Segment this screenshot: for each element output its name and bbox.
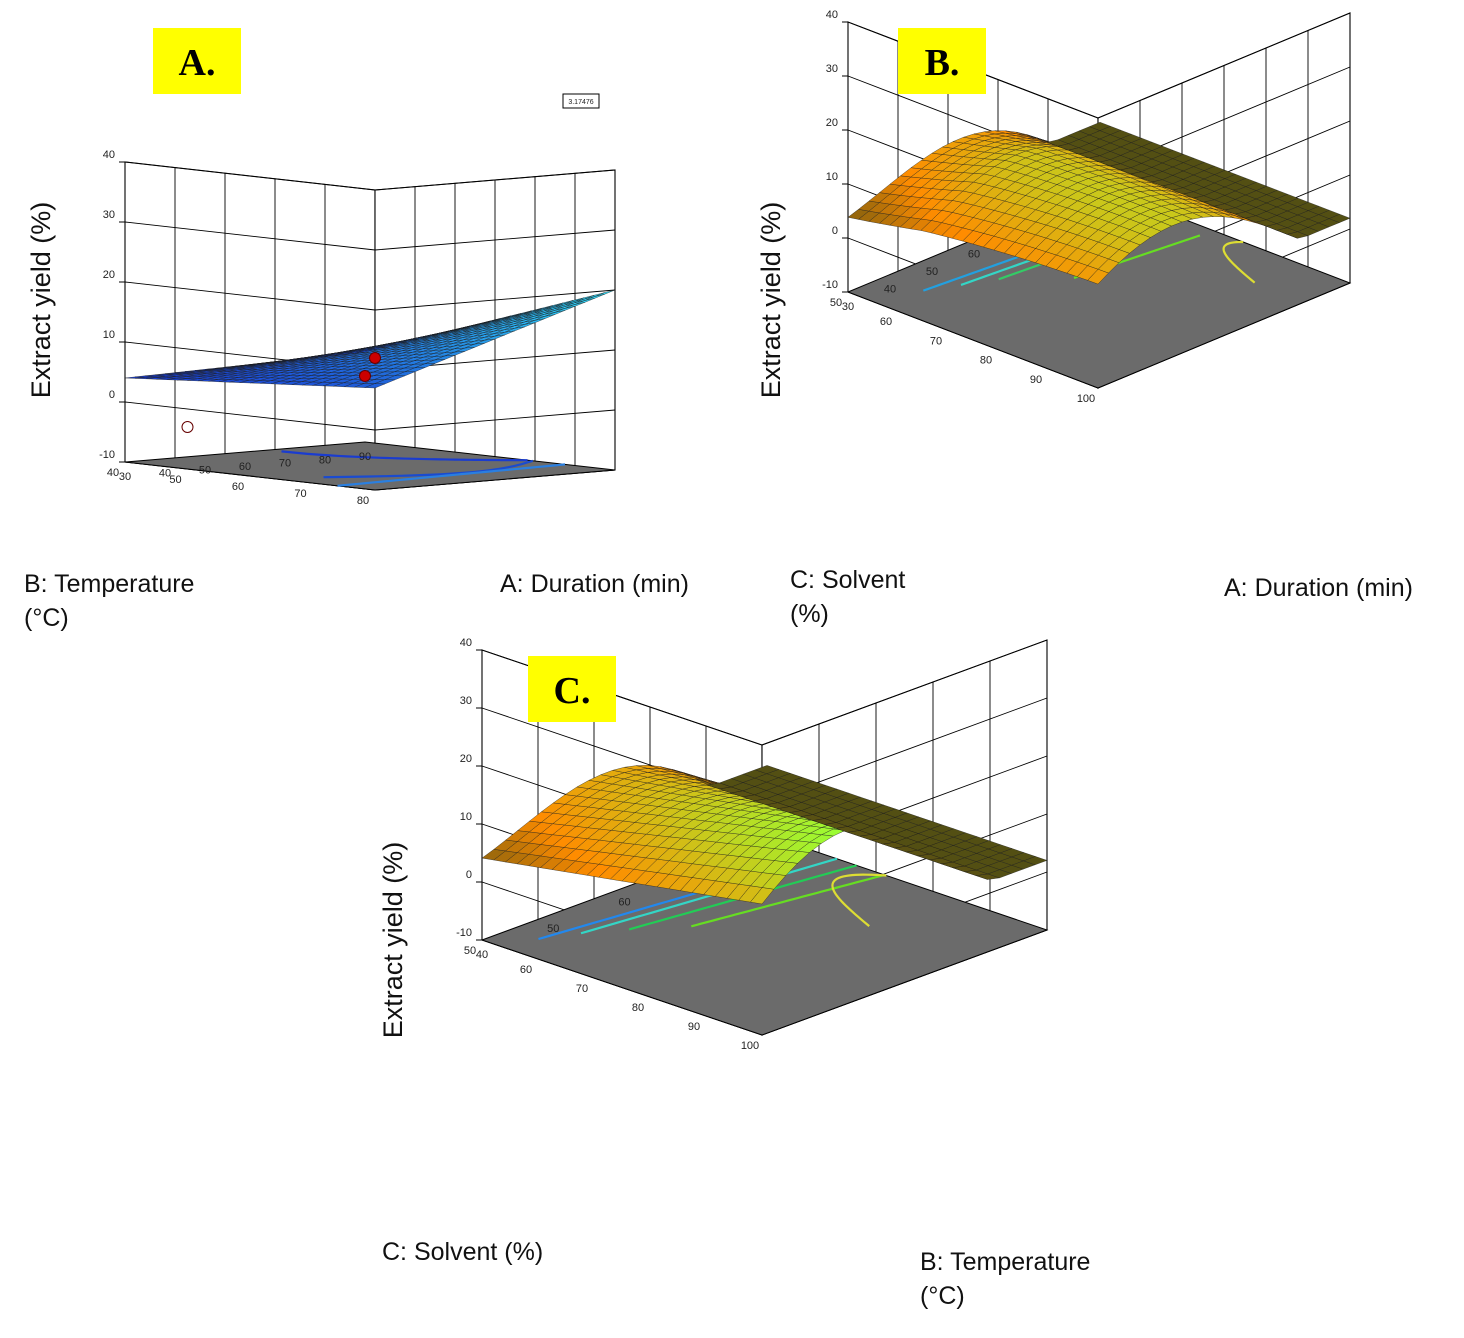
- x-axis-label: B: Temperature: [920, 1248, 1090, 1276]
- z-tick-label: 10: [103, 329, 115, 341]
- response-surface-mesh: [481, 765, 1048, 905]
- y-tick-label: 100: [741, 1040, 759, 1052]
- floor-contour-line: [323, 459, 534, 479]
- x-tick-label: 50: [199, 464, 211, 476]
- floor-contour-line: [691, 873, 885, 928]
- x-tick-label: 30: [842, 301, 854, 313]
- x-tick-label: 40: [476, 949, 488, 961]
- y-tick-label: 80: [357, 495, 369, 507]
- z-axis-label: Extract yield (%): [26, 202, 56, 399]
- legend-box: [562, 93, 600, 109]
- y-tick-label: 60: [880, 316, 892, 328]
- design-point-marker: [181, 421, 194, 433]
- x-tick-label: 50: [926, 266, 938, 278]
- x-axis-label: A: Duration (min): [500, 570, 689, 598]
- z-tick-label: -10: [99, 449, 115, 461]
- x-tick-label: 40: [159, 468, 171, 480]
- x-axis-label: A: Duration (min): [1224, 574, 1413, 602]
- y-tick-label: 90: [688, 1021, 700, 1033]
- z-tick-label: 10: [460, 811, 472, 823]
- surface-cell: [1089, 122, 1111, 131]
- z-tick-label: 30: [826, 63, 838, 75]
- floor-contour-line: [580, 857, 838, 935]
- x-tick-label: 50: [547, 923, 559, 935]
- y-tick-label: 100: [1077, 393, 1095, 405]
- y-tick-label: 90: [1030, 374, 1042, 386]
- y-tick-label: 60: [232, 481, 244, 493]
- z-tick-label: 0: [832, 225, 838, 237]
- y-axis-label: C: Solvent (%): [382, 1238, 543, 1266]
- x-tick-label: 60: [239, 461, 251, 473]
- back-wall-y: [124, 161, 376, 491]
- y-tick-label: 80: [980, 355, 992, 367]
- y-tick-label: 50: [830, 297, 842, 309]
- z-tick-label: 0: [109, 389, 115, 401]
- y-tick-label: 50: [169, 474, 181, 486]
- y-axis-label: (°C): [24, 604, 69, 632]
- x-tick-label: 90: [359, 451, 371, 463]
- panel-label-background: [528, 656, 616, 722]
- x-axis-label-unit: (°C): [920, 1282, 965, 1310]
- z-tick-label: -10: [822, 279, 838, 291]
- response-surface-mesh: [847, 122, 1351, 285]
- z-axis-label: Extract yield (%): [378, 842, 408, 1039]
- panel-b-surface-plot: -10010203040304050607080905060708090100B…: [756, 9, 1413, 628]
- x-tick-label: 70: [279, 458, 291, 470]
- z-tick-label: 40: [460, 637, 472, 649]
- y-axis-label: C: Solvent: [790, 566, 905, 594]
- design-point-marker: [359, 370, 371, 382]
- response-surface-mesh: [124, 289, 616, 389]
- y-axis-label: B: Temperature: [24, 570, 194, 598]
- panel-label-background: [898, 28, 986, 94]
- x-tick-label: 40: [884, 284, 896, 296]
- panel-label: B.: [925, 42, 960, 84]
- z-tick-label: 40: [826, 9, 838, 21]
- surface-cell: [354, 349, 376, 354]
- x-tick-label: 30: [119, 471, 131, 483]
- panel-label: A.: [179, 42, 216, 84]
- z-tick-label: 20: [460, 753, 472, 765]
- floor-plane: [124, 441, 616, 491]
- design-point-marker: [369, 352, 381, 364]
- z-tick-label: 20: [826, 117, 838, 129]
- floor-contour-line: [337, 463, 566, 487]
- z-tick-label: 30: [460, 695, 472, 707]
- y-tick-label: 70: [294, 488, 306, 500]
- x-tick-label: 80: [319, 454, 331, 466]
- panel-label: C.: [554, 670, 591, 712]
- y-tick-label: 80: [632, 1002, 644, 1014]
- y-tick-label: 40: [107, 467, 119, 479]
- z-tick-label: -10: [456, 927, 472, 939]
- floor-contour-line: [281, 450, 528, 462]
- y-tick-label: 70: [930, 335, 942, 347]
- z-tick-label: 0: [466, 869, 472, 881]
- y-axis-label: (%): [790, 600, 829, 628]
- x-tick-label: 60: [618, 897, 630, 909]
- z-tick-label: 20: [103, 269, 115, 281]
- z-axis-label: Extract yield (%): [756, 202, 786, 399]
- floor-contour-line: [831, 873, 887, 927]
- legend-box-value: 3.17476: [568, 99, 593, 106]
- surface-cell: [754, 765, 780, 774]
- x-tick-label: 60: [968, 249, 980, 261]
- y-tick-label: 70: [576, 983, 588, 995]
- z-tick-label: 40: [103, 149, 115, 161]
- y-tick-label: 60: [520, 964, 532, 976]
- z-tick-label: 30: [103, 209, 115, 221]
- z-tick-label: 10: [826, 171, 838, 183]
- y-tick-label: 50: [464, 945, 476, 957]
- floor-contour-line: [1222, 240, 1256, 284]
- panel-c-surface-plot: -1001020304040506070805060708090100C.Ext…: [378, 637, 1090, 1310]
- panel-label-background: [153, 28, 241, 94]
